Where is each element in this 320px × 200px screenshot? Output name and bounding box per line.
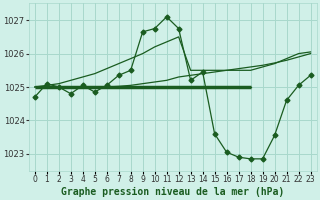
X-axis label: Graphe pression niveau de la mer (hPa): Graphe pression niveau de la mer (hPa) <box>61 186 284 197</box>
